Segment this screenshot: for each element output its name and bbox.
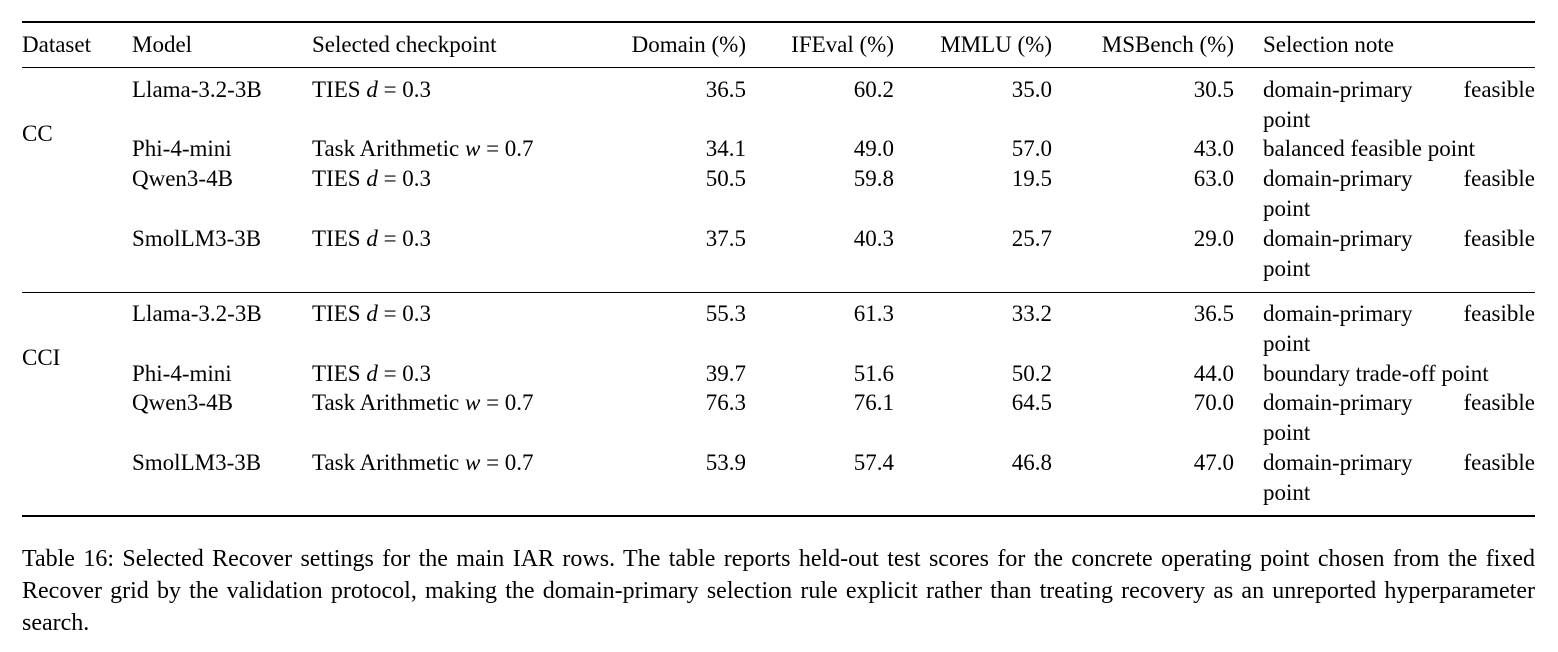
mmlu-cell: 35.0 <box>1011 77 1052 102</box>
top-rule <box>22 21 1535 23</box>
domain-cell: 36.5 <box>705 77 746 102</box>
note-cell: balanced feasible point <box>1263 136 1476 161</box>
note-cell: domain-primary feasible point <box>1263 166 1535 221</box>
note-cell: domain-primary feasible point <box>1263 77 1535 132</box>
mmlu-cell: 50.2 <box>1011 361 1052 386</box>
ifeval-cell: 61.3 <box>853 301 894 326</box>
dataset-label: CCI <box>22 345 61 370</box>
bottom-rule <box>22 515 1535 517</box>
checkpoint-cell: Task Arithmetic w = 0.7 <box>312 390 534 415</box>
note-cell: domain-primary feasible point <box>1263 450 1535 505</box>
header-checkpoint: Selected checkpoint <box>312 32 497 57</box>
model-cell: SmolLM3-3B <box>132 226 262 251</box>
checkpoint-cell: TIES d = 0.3 <box>312 166 432 191</box>
ifeval-cell: 60.2 <box>853 77 894 102</box>
checkpoint-cell: TIES d = 0.3 <box>312 77 432 102</box>
model-cell: Phi-4-mini <box>132 136 232 161</box>
domain-cell: 55.3 <box>705 301 746 326</box>
model-cell: Llama-3.2-3B <box>132 77 262 102</box>
ifeval-cell: 57.4 <box>853 450 894 475</box>
checkpoint-cell: TIES d = 0.3 <box>312 301 432 326</box>
header-mmlu: MMLU (%) <box>940 32 1052 57</box>
checkpoint-cell: Task Arithmetic w = 0.7 <box>312 136 534 161</box>
mmlu-cell: 64.5 <box>1011 390 1052 415</box>
msbench-cell: 63.0 <box>1193 166 1234 191</box>
mmlu-cell: 19.5 <box>1011 166 1052 191</box>
header-domain: Domain (%) <box>631 32 746 57</box>
model-cell: SmolLM3-3B <box>132 450 262 475</box>
msbench-cell: 43.0 <box>1193 136 1234 161</box>
model-cell: Llama-3.2-3B <box>132 301 262 326</box>
note-cell: boundary trade-off point <box>1263 361 1489 386</box>
header-dataset: Dataset <box>22 32 91 57</box>
msbench-cell: 70.0 <box>1193 390 1234 415</box>
model-cell: Qwen3-4B <box>132 166 233 191</box>
dataset-label: CC <box>22 121 53 146</box>
ifeval-cell: 76.1 <box>853 390 894 415</box>
table-caption: Table 16: Selected Recover settings for … <box>22 546 1535 636</box>
domain-cell: 53.9 <box>705 450 746 475</box>
checkpoint-cell: TIES d = 0.3 <box>312 361 432 386</box>
ifeval-cell: 51.6 <box>853 361 894 386</box>
msbench-cell: 47.0 <box>1193 450 1234 475</box>
model-cell: Qwen3-4B <box>132 390 233 415</box>
note-cell: domain-primary feasible point <box>1263 390 1535 445</box>
header-ifeval: IFEval (%) <box>791 32 894 57</box>
domain-cell: 37.5 <box>705 226 746 251</box>
domain-cell: 76.3 <box>705 390 746 415</box>
msbench-cell: 44.0 <box>1193 361 1234 386</box>
domain-cell: 50.5 <box>705 166 746 191</box>
mmlu-cell: 57.0 <box>1011 136 1052 161</box>
msbench-cell: 36.5 <box>1193 301 1234 326</box>
header-model: Model <box>132 32 193 57</box>
header-msbench: MSBench (%) <box>1101 32 1234 57</box>
model-cell: Phi-4-mini <box>132 361 232 386</box>
mmlu-cell: 25.7 <box>1011 226 1052 251</box>
msbench-cell: 29.0 <box>1193 226 1234 251</box>
note-cell: domain-primary feasible point <box>1263 226 1535 281</box>
checkpoint-cell: Task Arithmetic w = 0.7 <box>312 450 534 475</box>
domain-cell: 34.1 <box>705 136 746 161</box>
domain-cell: 39.7 <box>705 361 746 386</box>
header-note: Selection note <box>1263 32 1394 57</box>
header-rule <box>22 67 1535 68</box>
mmlu-cell: 46.8 <box>1011 450 1052 475</box>
group-rule <box>22 292 1535 293</box>
msbench-cell: 30.5 <box>1193 77 1234 102</box>
checkpoint-cell: TIES d = 0.3 <box>312 226 432 251</box>
ifeval-cell: 40.3 <box>853 226 894 251</box>
ifeval-cell: 59.8 <box>853 166 894 191</box>
mmlu-cell: 33.2 <box>1011 301 1052 326</box>
ifeval-cell: 49.0 <box>853 136 894 161</box>
note-cell: domain-primary feasible point <box>1263 301 1535 356</box>
